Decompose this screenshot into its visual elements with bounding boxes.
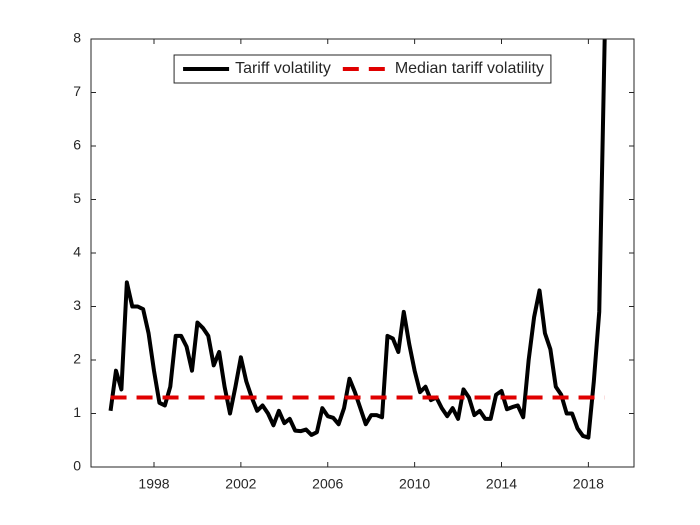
y-tick-label: 7 — [73, 83, 81, 99]
y-tick-label: 8 — [73, 30, 81, 46]
y-tick-label: 2 — [73, 351, 81, 367]
marks — [108, 39, 607, 440]
legend-box — [173, 54, 552, 84]
data-line — [108, 39, 607, 440]
x-tick-label: 2002 — [225, 476, 256, 492]
y-tick-label: 3 — [73, 297, 81, 313]
legend-label: Median tariff volatility — [395, 60, 544, 77]
x-tick-label: 2010 — [399, 476, 430, 492]
x-tick-label: 2018 — [573, 476, 604, 492]
legend-label: Tariff volatility — [235, 60, 331, 77]
plot-area — [91, 39, 634, 467]
y-tick-label: 5 — [73, 190, 81, 206]
x-tick-label: 1998 — [138, 476, 169, 492]
y-tick-label: 6 — [73, 137, 81, 153]
y-tick-label: 0 — [73, 458, 81, 474]
x-tick-label: 2006 — [312, 476, 343, 492]
y-tick-label: 4 — [73, 244, 81, 260]
x-tick-label: 2014 — [486, 476, 517, 492]
y-tick-label: 1 — [73, 404, 81, 420]
legend: Tariff volatility Median tariff volatilit… — [173, 54, 552, 84]
